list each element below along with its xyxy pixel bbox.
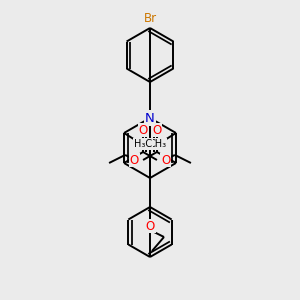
Text: CH₃: CH₃ (148, 139, 166, 149)
Text: O: O (146, 220, 154, 232)
Text: Br: Br (143, 13, 157, 26)
Text: N: N (145, 112, 155, 124)
Text: O: O (138, 124, 148, 136)
Text: H₃C: H₃C (134, 139, 152, 149)
Text: O: O (161, 154, 170, 166)
Text: O: O (130, 154, 139, 166)
Text: O: O (152, 124, 162, 136)
